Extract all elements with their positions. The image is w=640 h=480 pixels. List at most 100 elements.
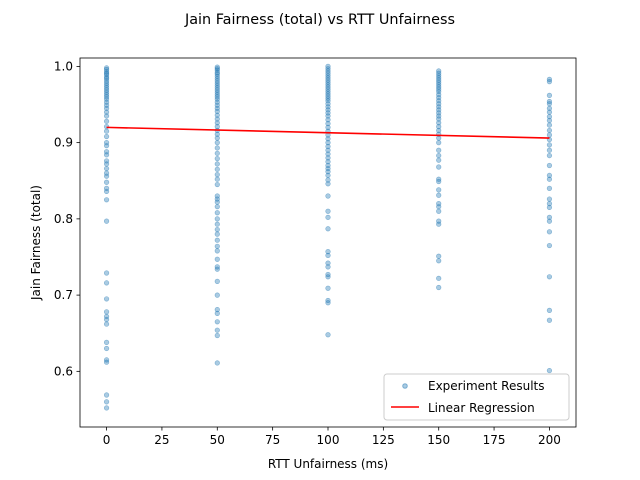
- x-axis-ticks: 0 25 50 75 100 125 150 175 200: [103, 427, 561, 447]
- data-point: [325, 260, 331, 266]
- x-tick-label: 100: [317, 433, 340, 447]
- data-point: [103, 399, 110, 405]
- data-point: [214, 135, 220, 141]
- data-point: [214, 310, 220, 317]
- data-point: [214, 306, 220, 313]
- data-point: [103, 65, 110, 71]
- data-point: [103, 70, 110, 76]
- data-point: [325, 214, 331, 220]
- data-point: [436, 284, 442, 291]
- data-point: [103, 309, 110, 315]
- y-tick-label: 0.7: [54, 288, 73, 302]
- data-point: [214, 131, 220, 137]
- data-point: [103, 405, 110, 411]
- data-point: [103, 339, 110, 345]
- data-point: [546, 109, 553, 115]
- data-point: [214, 120, 220, 126]
- data-point: [436, 253, 442, 259]
- data-point: [214, 156, 220, 162]
- data-point: [103, 296, 110, 302]
- data-point: [546, 201, 553, 207]
- data-point: [325, 177, 331, 183]
- data-point: [436, 157, 442, 163]
- data-point: [546, 92, 553, 98]
- data-point: [436, 258, 442, 264]
- data-point: [325, 226, 331, 232]
- x-tick-label: 175: [483, 433, 506, 447]
- legend-marker-experiment-results: [402, 383, 408, 389]
- data-point: [546, 117, 553, 124]
- data-point: [214, 319, 220, 325]
- data-point: [214, 124, 220, 130]
- plot-area: [80, 58, 576, 427]
- data-point: [325, 124, 331, 130]
- data-point: [325, 285, 331, 291]
- data-point: [546, 307, 553, 313]
- data-point: [436, 187, 442, 193]
- data-point: [325, 208, 331, 214]
- legend-label-experiment-results: Experiment Results: [428, 379, 544, 393]
- data-point: [214, 216, 220, 222]
- x-tick-label: 25: [154, 433, 169, 447]
- data-point: [436, 152, 442, 159]
- data-point: [436, 135, 442, 141]
- data-point: [436, 140, 442, 146]
- data-point: [325, 264, 331, 270]
- data-point: [214, 243, 220, 249]
- data-point: [325, 120, 331, 127]
- data-point: [214, 204, 220, 210]
- data-point: [546, 162, 553, 169]
- regression-line-layer: [106, 126, 550, 139]
- data-point: [103, 109, 110, 115]
- data-point: [214, 332, 220, 339]
- data-point: [325, 172, 331, 179]
- x-tick-label: 0: [103, 433, 111, 447]
- data-point: [214, 161, 220, 167]
- data-point: [103, 113, 110, 119]
- data-point: [214, 172, 220, 178]
- data-point: [103, 161, 110, 167]
- data-point: [546, 114, 553, 120]
- data-point: [214, 248, 220, 254]
- data-point: [436, 208, 442, 214]
- data-point: [325, 181, 331, 187]
- data-point: [546, 214, 553, 220]
- data-point: [546, 101, 553, 107]
- data-point: [103, 218, 110, 224]
- data-point: [546, 147, 553, 153]
- x-tick-label: 150: [427, 433, 450, 447]
- data-point: [546, 218, 553, 224]
- data-point: [214, 278, 220, 284]
- x-tick-label: 50: [210, 433, 225, 447]
- y-tick-label: 1.0: [54, 59, 73, 73]
- data-point: [436, 275, 442, 281]
- data-point: [103, 345, 110, 352]
- data-point: [325, 332, 331, 338]
- data-point: [214, 231, 220, 237]
- data-point: [214, 166, 220, 172]
- data-point: [214, 292, 220, 298]
- data-point: [436, 127, 442, 134]
- data-point: [325, 143, 331, 150]
- y-tick-label: 0.9: [54, 136, 73, 150]
- data-point: [436, 178, 442, 185]
- chart-title: Jain Fairness (total) vs RTT Unfairness: [184, 12, 455, 28]
- data-point: [103, 165, 110, 172]
- data-point: [214, 116, 220, 122]
- data-point: [546, 79, 553, 85]
- data-point: [546, 176, 553, 182]
- x-axis-label: RTT Unfairness (ms): [268, 457, 388, 471]
- data-point: [325, 274, 331, 280]
- data-point: [546, 127, 553, 134]
- data-point: [214, 360, 220, 366]
- data-point: [103, 105, 110, 111]
- data-point: [325, 117, 331, 123]
- data-point: [103, 321, 110, 327]
- data-point: [214, 145, 220, 151]
- plot-frame: [79, 57, 577, 428]
- data-point: [214, 237, 220, 243]
- data-point: [103, 152, 110, 158]
- data-point: [436, 147, 442, 153]
- x-tick-label: 125: [372, 433, 395, 447]
- data-point: [436, 204, 442, 210]
